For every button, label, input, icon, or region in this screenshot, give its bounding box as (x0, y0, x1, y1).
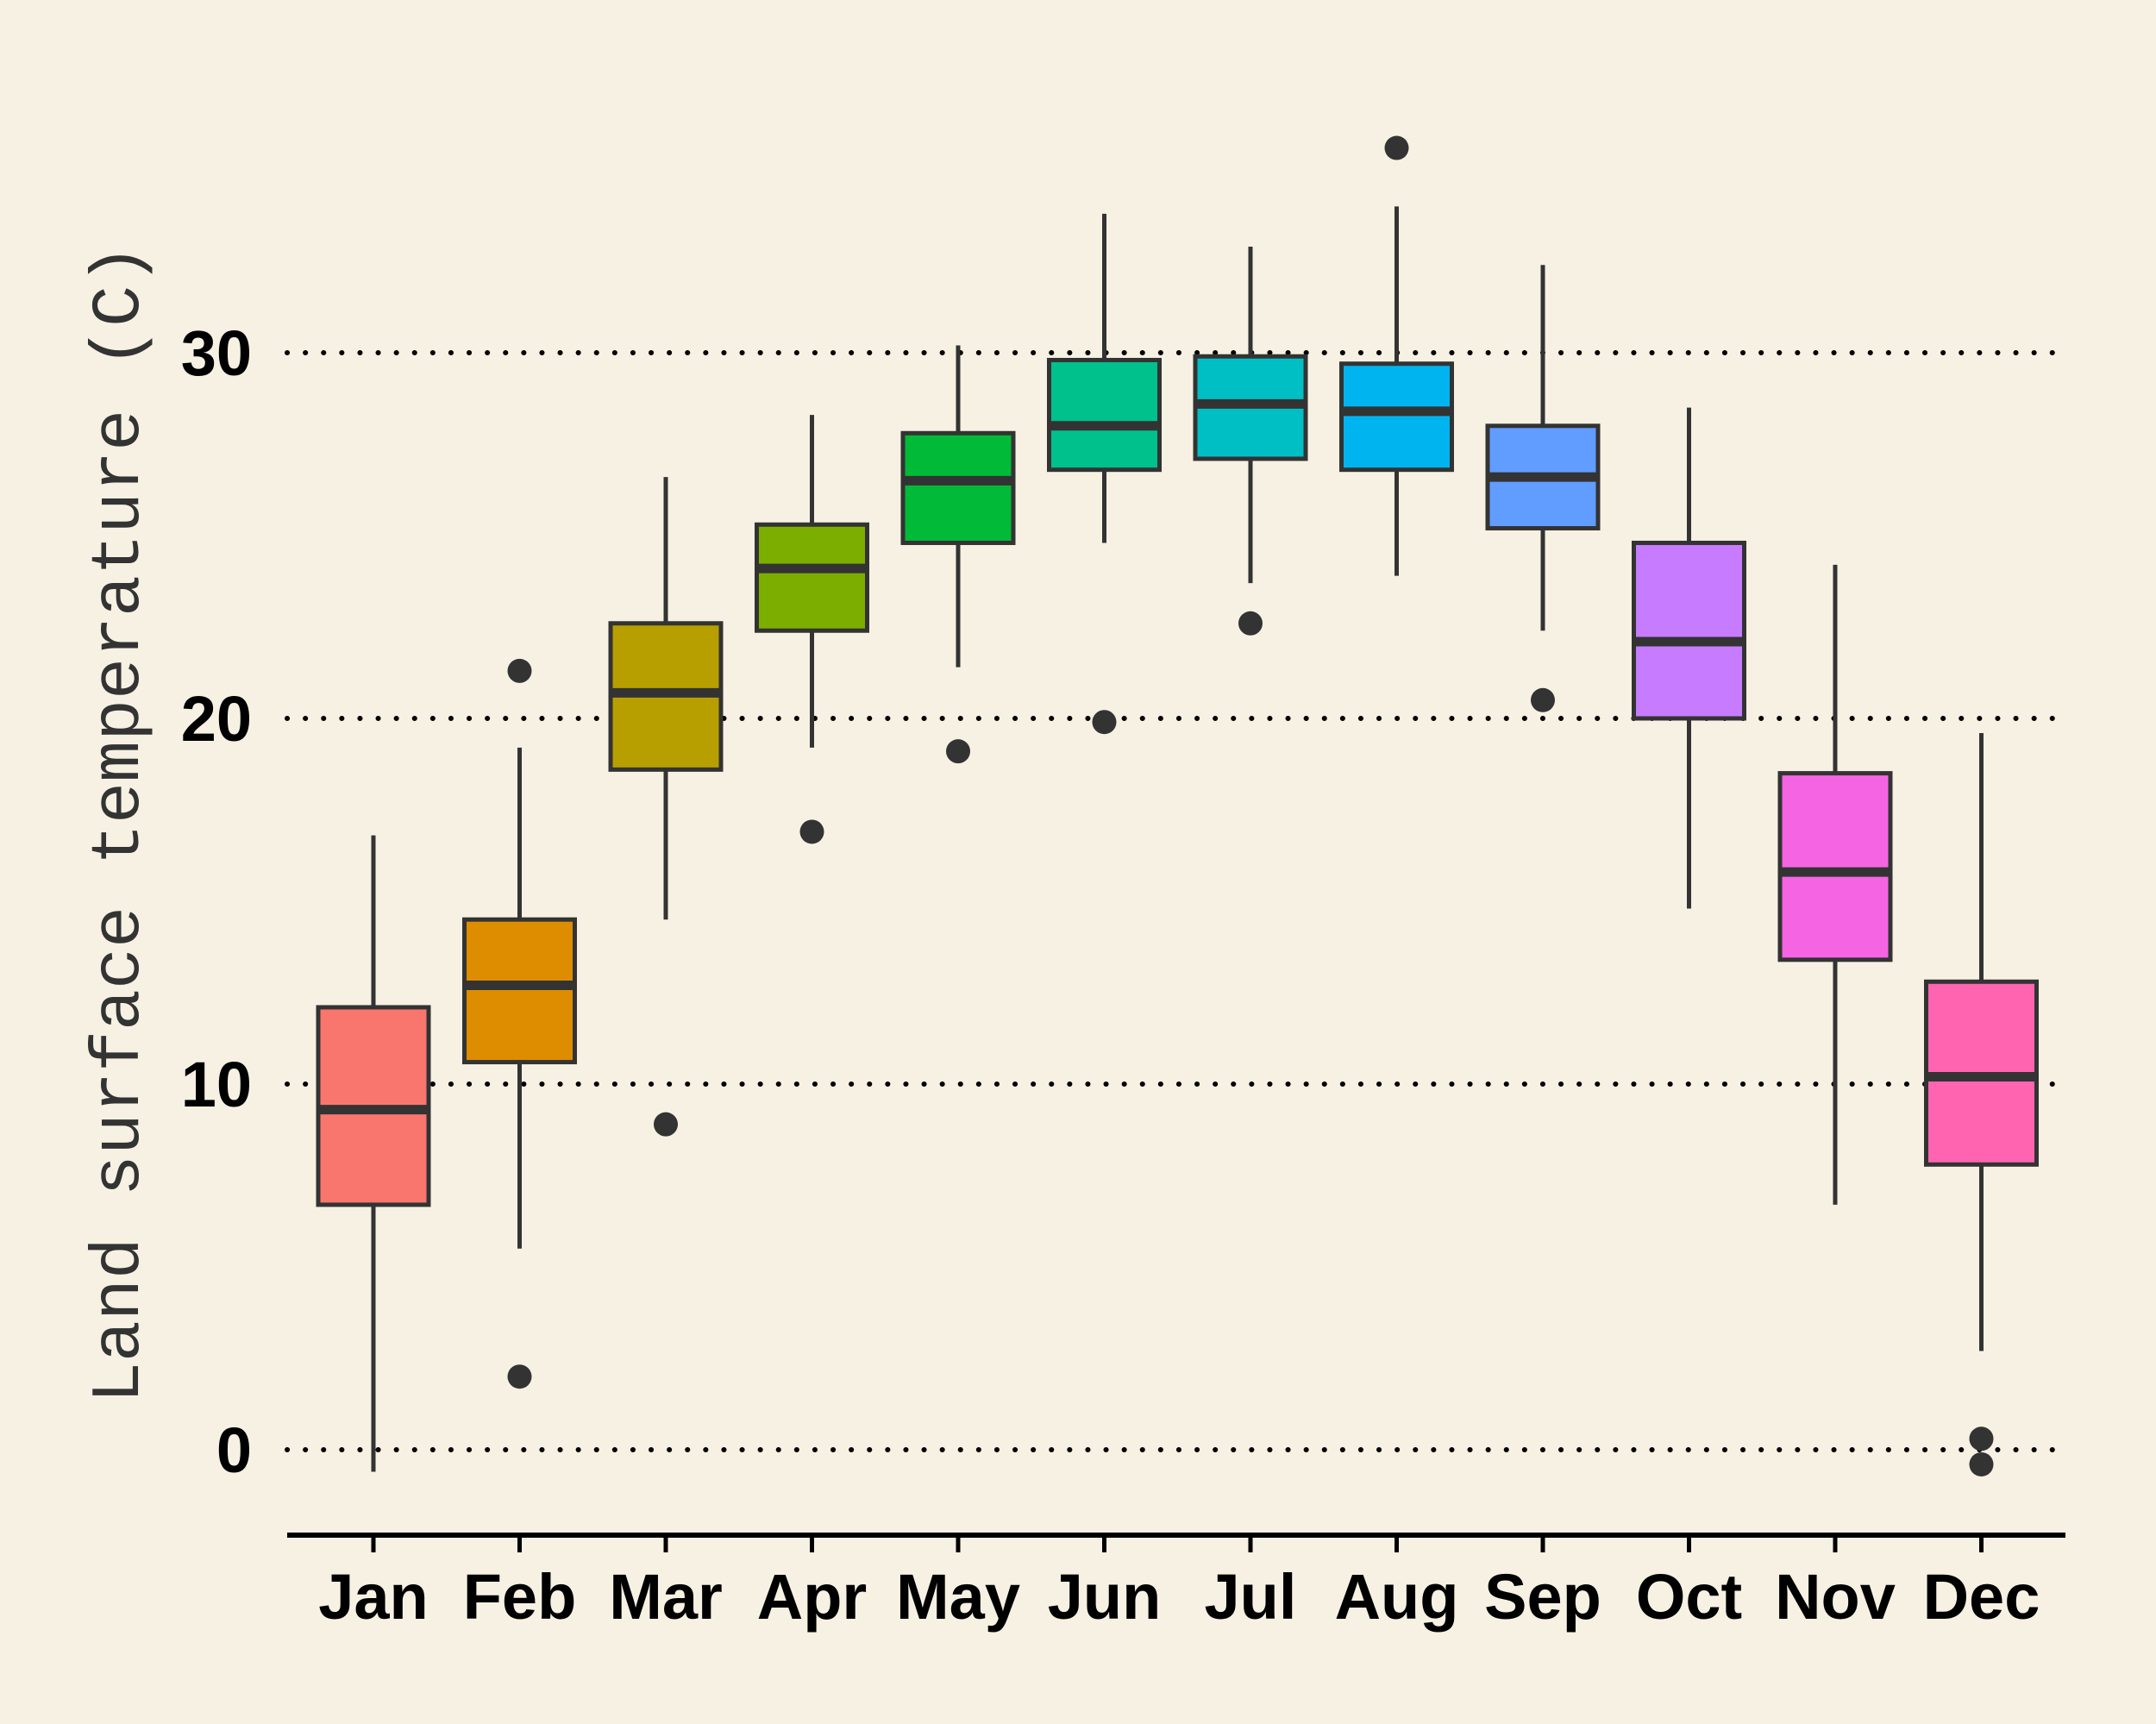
x-tick-label-oct: Oct (1636, 1561, 1742, 1633)
y-tick-label-20: 20 (181, 683, 252, 755)
x-tick-label-nov: Nov (1775, 1561, 1896, 1633)
box-body-jun (1047, 357, 1162, 473)
x-axis-ticks: Jan Feb Mar Apr May Jun Jul Aug Sep Oct Nov Dec (318, 1535, 2040, 1633)
x-tick-label-may: May (896, 1561, 1020, 1633)
x-tick-label-apr: Apr (757, 1561, 867, 1633)
outlier-feb-0 (507, 1364, 532, 1389)
box-jun (1047, 213, 1162, 735)
outlier-apr-0 (799, 819, 824, 844)
y-tick-label-0: 0 (216, 1414, 252, 1486)
box-body-may (900, 430, 1016, 545)
box-jan (316, 835, 431, 1472)
box-jul (1193, 247, 1308, 636)
outlier-feb-1 (507, 658, 532, 683)
box-sep (1485, 265, 1601, 712)
boxes (316, 135, 2039, 1476)
box-aug (1339, 135, 1454, 576)
box-body-nov (1777, 771, 1893, 962)
box-body-feb (462, 917, 577, 1065)
x-tick-label-aug: Aug (1335, 1561, 1459, 1633)
x-tick-label-sep: Sep (1484, 1561, 1601, 1633)
box-feb (462, 658, 577, 1389)
outlier-dec-1 (1969, 1451, 1994, 1476)
outlier-mar-0 (654, 1112, 678, 1137)
x-tick-label-jul: Jul (1205, 1561, 1297, 1633)
x-tick-label-dec: Dec (1923, 1561, 2040, 1633)
grid-lines (285, 350, 2068, 1452)
y-tick-label-30: 30 (181, 317, 252, 389)
outlier-aug-0 (1384, 135, 1409, 160)
box-oct (1632, 407, 1746, 909)
outlier-jul-0 (1238, 611, 1263, 636)
y-tick-label-10: 10 (181, 1049, 252, 1120)
outlier-dec-0 (1969, 1426, 1994, 1451)
box-dec (1924, 732, 2039, 1476)
x-tick-label-mar: Mar (609, 1561, 723, 1633)
box-body-oct (1632, 540, 1746, 721)
box-body-apr (755, 522, 869, 633)
outlier-may-0 (946, 739, 970, 764)
x-tick-label-jun: Jun (1048, 1561, 1162, 1633)
box-apr (755, 415, 869, 844)
x-tick-label-jan: Jan (318, 1561, 429, 1633)
outlier-jun-0 (1092, 710, 1117, 735)
y-axis-ticks: 0 10 20 30 (181, 317, 252, 1486)
x-tick-label-feb: Feb (463, 1561, 577, 1633)
box-may (900, 345, 1016, 764)
outlier-sep-0 (1531, 687, 1555, 712)
box-body-aug (1339, 361, 1454, 473)
y-axis-title: Land surface temperature (C) (81, 244, 160, 1403)
box-mar (608, 477, 724, 1137)
box-nov (1777, 564, 1893, 1205)
